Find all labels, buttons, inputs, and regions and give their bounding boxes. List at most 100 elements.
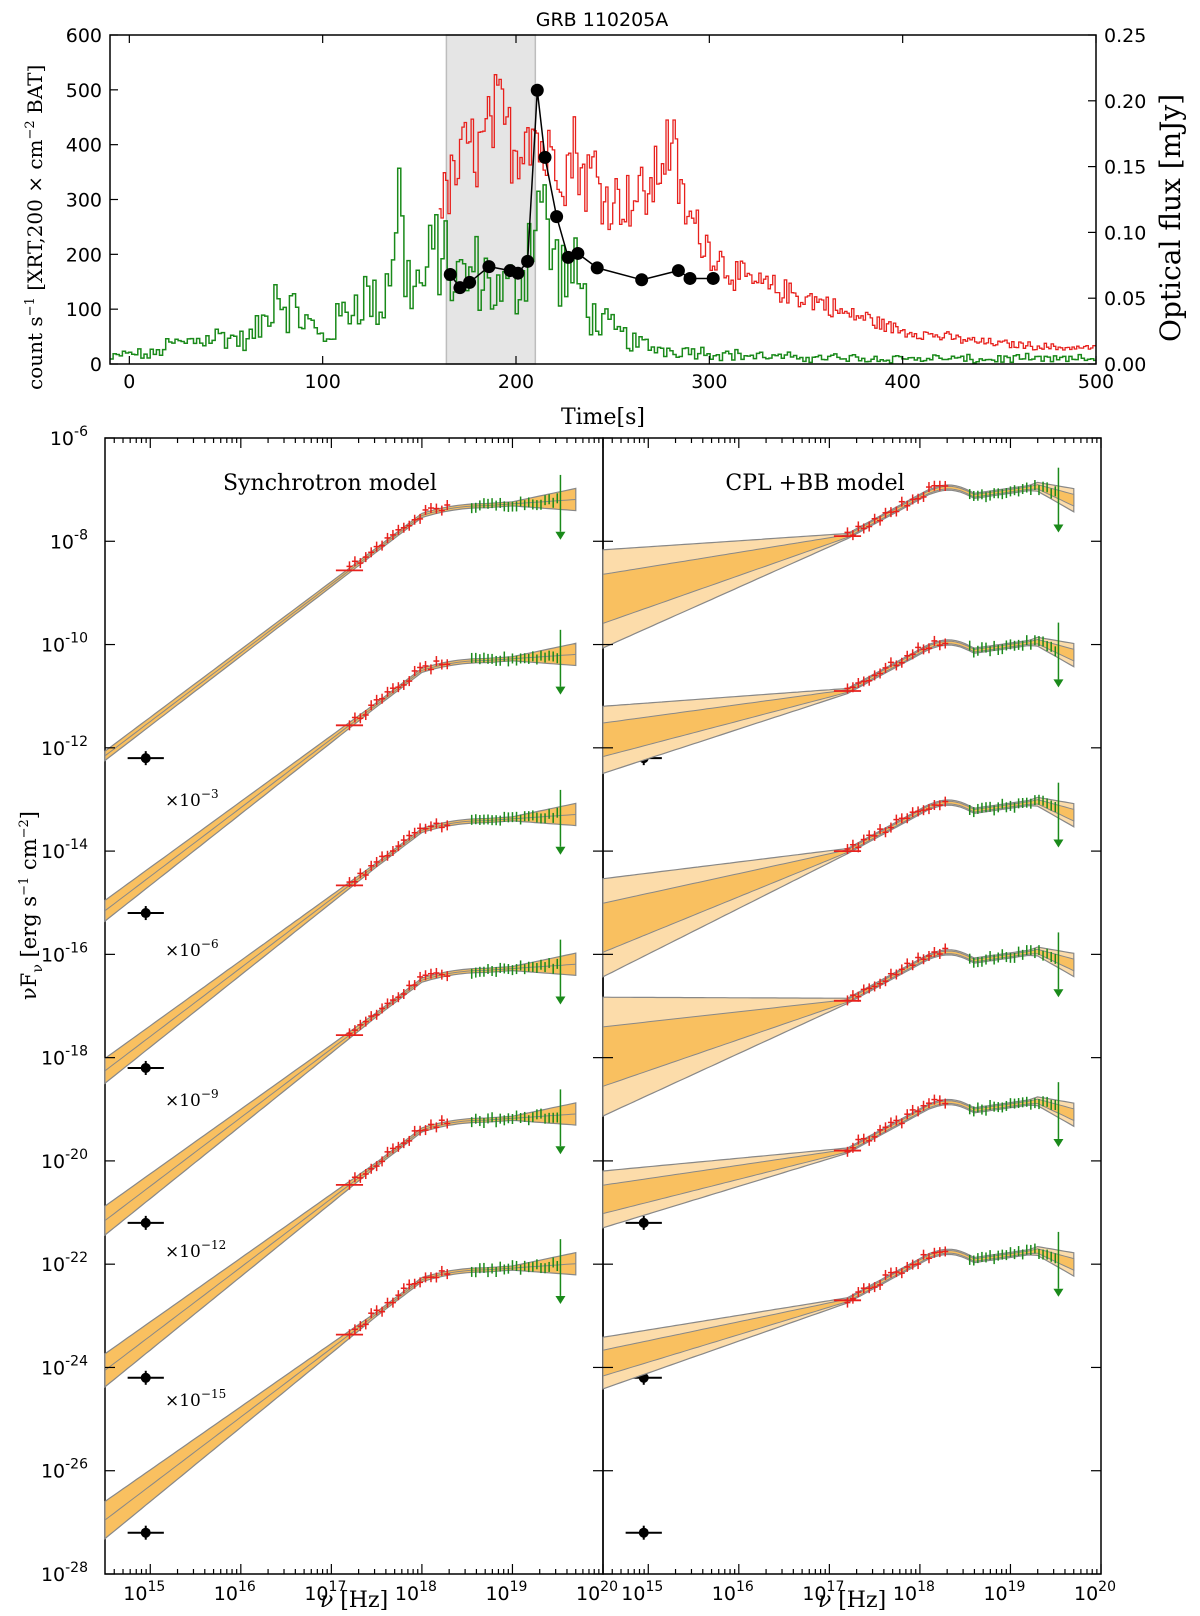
optical-point xyxy=(453,281,467,295)
bat-upper-limit-arrow xyxy=(1053,839,1064,848)
lc-ytick-right-label: 0.25 xyxy=(1104,25,1146,47)
sed-ytick-label: 10-14 xyxy=(41,837,88,863)
lc-xtick-label: 200 xyxy=(498,371,534,393)
optical-point xyxy=(511,266,525,280)
lc-ylabel-b: [XRT,200 × cm xyxy=(23,139,47,297)
scale-1-base: ×10 xyxy=(165,791,201,811)
lc-ylabel-sup2: −2 xyxy=(23,120,38,139)
xrt-lightcurve xyxy=(438,74,1096,351)
cpl-model-band-inner xyxy=(602,948,1075,1088)
bat-lightcurve xyxy=(110,167,1096,364)
sed-xtick-label: 1019 xyxy=(983,1579,1025,1605)
bat-upper-limit-arrow xyxy=(1053,1288,1064,1297)
lc-ytick-left-label: 400 xyxy=(66,135,102,157)
sync-model-band xyxy=(104,1251,577,1540)
optical-sed-point xyxy=(638,1527,649,1538)
sed-xtick-label: 1019 xyxy=(485,1579,527,1605)
sed-ytick-label: 10-10 xyxy=(41,631,88,657)
optical-sed-point xyxy=(140,1062,151,1073)
sed-ytick-label: 10-18 xyxy=(41,1044,88,1070)
lc-xtick-label: 300 xyxy=(691,371,727,393)
sync-model-line xyxy=(104,1263,576,1521)
sync-model-band xyxy=(104,802,577,1085)
sed-xtick-label: 1017 xyxy=(802,1579,844,1605)
optical-point xyxy=(482,260,496,274)
bat-upper-limit-arrow xyxy=(1053,679,1064,688)
lc-xtick-label: 0 xyxy=(123,371,135,393)
lc-ytick-right-label: 0.00 xyxy=(1104,354,1146,376)
bat-upper-limit-arrow xyxy=(555,1295,566,1304)
lc-ylabel-left: count s−1 [XRT,200 × cm−2 BAT] xyxy=(23,65,47,390)
sed-ylabel: νFν [erg s−1 cm−2] xyxy=(17,811,46,1000)
sed-right-xlabel: ν [Hz] xyxy=(818,1588,886,1613)
sed-ylabel-a: νF xyxy=(17,973,41,1000)
bat-upper-limit-arrow xyxy=(1053,524,1064,533)
optical-sed-point xyxy=(638,1217,649,1228)
sync-model-band xyxy=(104,487,577,762)
bat-upper-limit-arrow xyxy=(555,686,566,695)
bat-upper-limit-arrow xyxy=(555,531,566,540)
sed-panels: 1015 1015 1016 1016 1017 1017 1018 1018 1019 1019… xyxy=(17,424,1116,1613)
sed-xtick-label: 1020 xyxy=(1074,1579,1116,1605)
optical-point xyxy=(590,261,604,275)
bat-upper-limit-arrow xyxy=(1053,1138,1064,1147)
scale-factor-3: ×10−9 xyxy=(165,1087,219,1111)
scale-2-exp: −6 xyxy=(201,937,219,951)
sed-ytick-label: 10-8 xyxy=(50,527,88,553)
lc-shaded-interval xyxy=(445,34,537,365)
sed-right-xlabel-nu: ν xyxy=(818,1588,831,1613)
sed-ytick-label: 10-28 xyxy=(41,1560,88,1586)
sed-ylabel-sup2: −2 xyxy=(17,819,32,838)
sed-left-xlabel-nu: ν xyxy=(320,1588,333,1613)
sed-xtick-label: 1015 xyxy=(123,1579,165,1605)
bat-upper-limit-arrow xyxy=(1053,989,1064,998)
optical-point xyxy=(550,210,564,224)
sed-left-title: Synchrotron model xyxy=(223,471,437,496)
sed-ytick-label: 10-6 xyxy=(50,424,88,450)
optical-sed-point xyxy=(140,1372,151,1383)
lc-ylabel-a: count s xyxy=(23,316,47,390)
sed-left-xlabel: ν [Hz] xyxy=(320,1588,388,1613)
sync-model-line xyxy=(104,653,576,912)
scale-2-base: ×10 xyxy=(165,941,201,961)
optical-sed-point xyxy=(140,1217,151,1228)
cpl-model-band-inner xyxy=(602,484,1075,625)
lc-ytick-right-label: 0.20 xyxy=(1104,91,1146,113)
optical-point xyxy=(571,246,585,260)
bat-upper-limit-arrow xyxy=(555,996,566,1005)
sed-xtick-label: 1015 xyxy=(621,1579,663,1605)
scale-4-exp: −12 xyxy=(201,1238,226,1252)
lc-ylabel-right: Optical flux [mJy] xyxy=(1154,94,1187,342)
lc-ytick-left-label: 300 xyxy=(66,190,102,212)
sync-model-line xyxy=(104,499,576,757)
sed-xtick-label: 1016 xyxy=(712,1579,754,1605)
cpl-model-band-outer xyxy=(602,636,1075,775)
cpl-model-band-inner xyxy=(602,1248,1075,1377)
optical-point xyxy=(706,271,720,285)
sed-ylabel-d: ] xyxy=(17,811,41,819)
light-curve-panel: GRB 110205A 0 100 200 300 400 500 0 100 200 300 40… xyxy=(23,9,1187,430)
lc-ylabel-c: BAT] xyxy=(23,65,47,121)
sed-ytick-label: 10-16 xyxy=(41,940,88,966)
lc-xtick-label: 400 xyxy=(885,371,921,393)
sed-xtick-label: 1018 xyxy=(395,1579,437,1605)
sync-model-band xyxy=(104,952,577,1237)
sync-model-band xyxy=(104,1102,577,1389)
lc-xtick-label: 500 xyxy=(1078,371,1114,393)
optical-point xyxy=(635,273,649,287)
sed-right-title: CPL +BB model xyxy=(725,471,904,496)
lc-ytick-right-label: 0.05 xyxy=(1104,288,1146,310)
sync-model-band xyxy=(104,642,577,923)
optical-point xyxy=(538,150,552,164)
lc-ytick-left-label: 500 xyxy=(66,80,102,102)
scale-1-exp: −3 xyxy=(201,787,219,801)
sed-xtick-label: 1018 xyxy=(893,1579,935,1605)
scale-factor-4: ×10−12 xyxy=(165,1238,226,1262)
lc-ytick-right-label: 0.10 xyxy=(1104,222,1146,244)
scale-5-exp: −15 xyxy=(201,1387,226,1401)
sync-model-line xyxy=(104,1113,576,1371)
optical-sed-point xyxy=(140,753,151,764)
lc-title: GRB 110205A xyxy=(536,9,669,31)
scale-4-base: ×10 xyxy=(165,1242,201,1262)
